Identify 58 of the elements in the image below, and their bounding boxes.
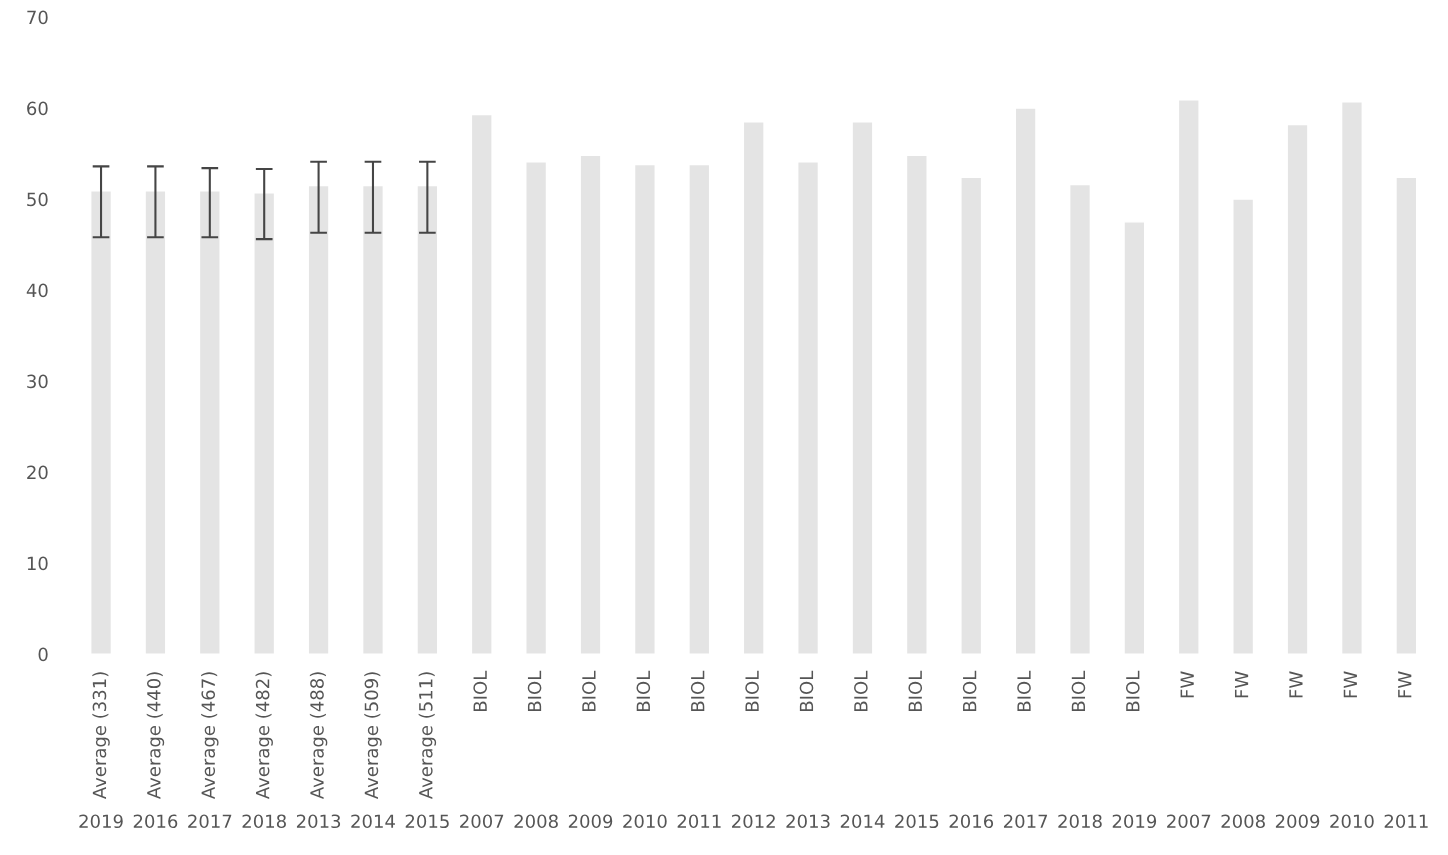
bar [579,154,602,655]
bar [1177,99,1200,655]
bar [1232,198,1255,655]
bar [1340,101,1363,655]
category-label: Average (467) 2017 [188,672,232,829]
category-label: FW 2011 [1384,671,1428,829]
category-label: BIOL 2017 [1003,670,1048,829]
bar [253,192,276,655]
bar [797,161,820,655]
category-label: FW 2008 [1221,671,1265,829]
category-label: BIOL 2011 [677,670,721,829]
category-label: BIOL 2018 [1058,670,1102,829]
category-label: BIOL 2015 [895,670,939,829]
category-label: Average (482) 2018 [242,672,286,829]
bar [470,113,493,655]
bar [742,121,765,655]
bar [1395,176,1418,655]
bar [198,190,221,655]
bar [1123,221,1146,655]
bar [633,163,656,655]
category-label: FW 2009 [1275,671,1320,829]
category-label: BIOL 2009 [568,670,613,829]
y-tick-label: 10 [27,556,48,571]
y-tick-label: 40 [26,283,48,298]
bar [1286,123,1309,655]
category-label: FW 2007 [1167,671,1211,829]
category-label: FW 2010 [1330,671,1374,829]
category-label: BIOL 2019 [1112,670,1157,829]
bar [1068,183,1092,655]
category-label: BIOL 2016 [949,670,994,829]
bar [144,190,167,655]
y-tick-label: 70 [27,10,48,25]
bar [1014,107,1037,655]
bar [307,184,330,655]
category-label: BIOL 2007 [460,670,504,829]
category-label: BIOL 2012 [732,670,775,829]
category-label: BIOL 2013 [786,670,830,829]
category-label: BIOL 2008 [514,670,558,829]
category-label: BIOL 2014 [840,670,885,829]
y-tick-label: 0 [38,647,48,662]
bar [851,121,874,655]
y-tick-label: 50 [27,192,48,207]
y-tick-label: 30 [27,374,48,389]
bar [90,190,113,655]
bar [416,184,439,655]
category-label: Average (440) 2016 [133,672,178,829]
category-label: Average (509) 2014 [351,672,395,829]
bar [361,184,385,655]
bar [905,154,928,655]
category-label: Average (511) 2015 [405,672,449,829]
y-tick-label: 60 [27,101,48,116]
bar [688,163,711,655]
bar [960,176,983,655]
category-label: Average (331) 2019 [79,672,123,829]
category-label: BIOL 2010 [623,670,667,829]
bar [525,161,548,655]
category-label: Average (488) 2013 [296,672,341,829]
y-tick-label: 20 [27,465,48,480]
